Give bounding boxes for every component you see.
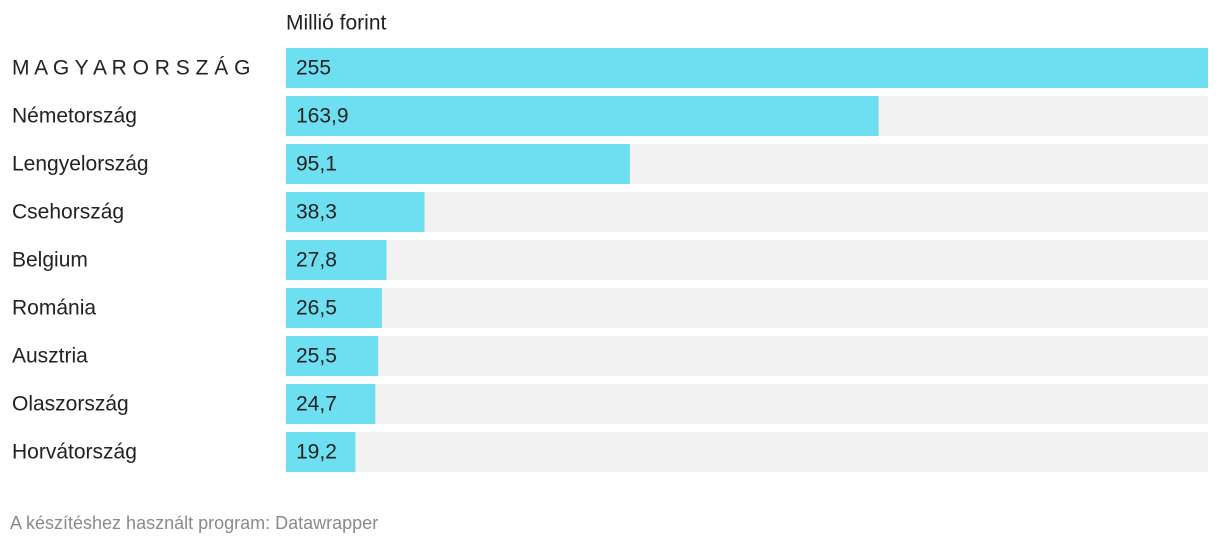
axis-label: Millió forint: [286, 12, 387, 35]
value-label: 24,7: [296, 393, 337, 416]
value-label: 163,9: [296, 105, 349, 128]
value-label: 255: [296, 57, 331, 80]
bar-background: [286, 240, 1208, 280]
category-label: Horvátország: [12, 441, 137, 464]
category-label: Ausztria: [12, 345, 88, 368]
footer: A készítéshez használt program: Datawrap…: [10, 513, 378, 533]
category-label: Románia: [12, 297, 96, 320]
category-label: M A G Y A R O R S Z Á G: [12, 57, 250, 80]
bar-background: [286, 288, 1208, 328]
bar: [286, 384, 376, 424]
value-label: 27,8: [296, 249, 337, 272]
bar: [286, 144, 630, 184]
bar: [286, 432, 356, 472]
category-label: Németország: [12, 105, 137, 128]
value-label: 25,5: [296, 345, 337, 368]
category-label: Csehország: [12, 201, 124, 224]
bar-background: [286, 384, 1208, 424]
category-label: Belgium: [12, 249, 88, 272]
bar: [286, 336, 379, 376]
bar: [286, 48, 1208, 88]
value-label: 26,5: [296, 297, 337, 320]
value-label: 38,3: [296, 201, 337, 224]
bar: [286, 240, 387, 280]
value-label: 19,2: [296, 441, 337, 464]
bar-background: [286, 336, 1208, 376]
bar: [286, 96, 879, 136]
bar: [286, 288, 382, 328]
bar-background: [286, 192, 1208, 232]
bar: [286, 192, 425, 232]
bar-background: [286, 432, 1208, 472]
category-label: Olaszország: [12, 393, 129, 416]
category-label: Lengyelország: [12, 153, 149, 176]
value-label: 95,1: [296, 153, 337, 176]
